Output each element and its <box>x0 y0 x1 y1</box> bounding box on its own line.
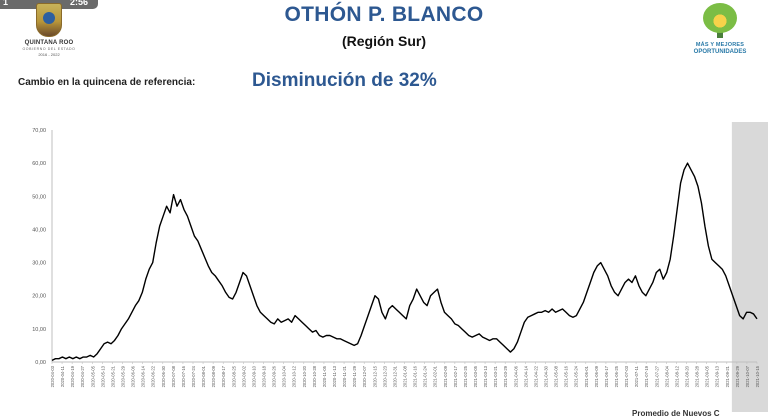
x-tick-label: 2021-07-27 <box>654 365 659 387</box>
x-tick-label: 2020-08-17 <box>221 365 226 387</box>
x-tick-label: 2020-09-02 <box>241 365 246 387</box>
x-tick-label: 2020-07-08 <box>171 365 176 387</box>
logo-state-name: QUINTANA ROO <box>24 40 74 46</box>
x-tick-label: 2020-09-18 <box>262 365 267 387</box>
x-tick-label: 2020-10-04 <box>282 365 287 387</box>
brand-line-1: MÁS Y MEJORES <box>695 42 745 48</box>
video-overlay-left-text: 1 <box>3 0 9 7</box>
x-tick-label: 2020-11-21 <box>342 365 347 387</box>
x-tick-label: 2021-03-21 <box>493 365 498 387</box>
y-tick-label: 40,00 <box>32 227 46 233</box>
x-tick-label: 2021-02-01 <box>433 365 438 387</box>
x-tick-label: 2020-04-03 <box>50 365 55 387</box>
x-tick-label: 2021-02-25 <box>463 365 468 387</box>
y-tick-label: 30,00 <box>32 261 46 267</box>
x-tick-label: 2020-05-29 <box>121 365 126 387</box>
logo-years: 2016 - 2022 <box>38 52 60 57</box>
y-tick-label: 20,00 <box>32 294 46 300</box>
x-tick-label: 2020-12-31 <box>392 365 397 387</box>
x-tick-label: 2021-02-09 <box>443 365 448 387</box>
x-tick-label: 2020-06-22 <box>151 365 156 387</box>
x-tick-label: 2020-11-05 <box>322 365 327 387</box>
x-tick-label: 2021-06-25 <box>614 365 619 387</box>
x-tick-label: 2020-10-20 <box>302 365 307 387</box>
x-tick-label: 2020-10-28 <box>312 365 317 387</box>
x-tick-label: 2021-01-24 <box>423 365 428 387</box>
x-tick-label: 2020-08-09 <box>211 365 216 387</box>
x-tick-label: 2020-09-10 <box>251 365 256 387</box>
x-tick-label: 2021-06-17 <box>604 365 609 387</box>
video-overlay-time: 2:56 <box>70 0 89 7</box>
x-tick-label: 2020-07-16 <box>181 365 186 387</box>
x-tick-label: 2020-11-29 <box>352 365 357 387</box>
x-tick-label: 2021-03-13 <box>483 365 488 387</box>
x-tick-label: 2021-04-06 <box>513 365 518 387</box>
x-tick-label: 2021-08-28 <box>695 365 700 387</box>
y-tick-label: 60,00 <box>32 161 46 167</box>
x-tick-label: 2021-05-08 <box>554 365 559 387</box>
x-tick-label: 2020-09-26 <box>272 365 277 387</box>
x-tick-label: 2021-09-29 <box>735 365 740 387</box>
x-tick-label: 2021-03-29 <box>503 365 508 387</box>
page-title: OTHÓN P. BLANCO <box>284 3 484 26</box>
x-tick-label: 2021-04-14 <box>523 365 528 387</box>
logo-tagline: GOBIERNO DEL ESTADO <box>22 47 76 51</box>
cases-line-chart: 0,00 10,00 20,00 30,00 40,00 50,00 60,00 70,00 2… <box>32 122 768 412</box>
y-tick-label: 50,00 <box>32 194 46 200</box>
x-tick-label: 2021-08-20 <box>685 365 690 387</box>
x-tick-label: 2021-01-08 <box>403 365 408 387</box>
highlight-region <box>731 122 768 412</box>
x-tick-label: 2021-05-16 <box>564 365 569 387</box>
y-tick-label: 70,00 <box>32 128 46 134</box>
x-tick-label: 2020-04-11 <box>60 365 65 387</box>
change-label: Cambio en la quincena de referencia: <box>18 77 196 88</box>
x-tick-label: 2020-04-27 <box>80 365 85 387</box>
x-tick-label: 2021-07-03 <box>624 365 629 387</box>
x-tick-label: 2020-05-13 <box>100 365 105 387</box>
x-tick-label: 2021-09-21 <box>725 365 730 387</box>
x-tick-label: 2021-10-15 <box>755 365 760 387</box>
x-tick-label: 2020-11-13 <box>332 365 337 387</box>
x-tick-label: 2021-03-05 <box>473 365 478 387</box>
x-tick-label: 2020-07-24 <box>191 365 196 387</box>
x-tick-label: 2021-07-11 <box>634 365 639 387</box>
x-tick-label: 2020-06-30 <box>161 365 166 387</box>
x-tick-label: 2020-08-01 <box>201 365 206 387</box>
x-tick-label: 2020-06-06 <box>131 365 136 387</box>
x-tick-label: 2021-04-30 <box>544 365 549 387</box>
oportunidades-logo: MÁS Y MEJORES OPORTUNIDADES <box>686 3 754 61</box>
x-tick-label: 2021-08-12 <box>674 365 679 387</box>
change-value: Disminución de 32% <box>252 70 437 91</box>
brand-line-2: OPORTUNIDADES <box>693 49 747 55</box>
x-tick-label: 2021-01-16 <box>413 365 418 387</box>
x-tick-label: 2020-08-25 <box>231 365 236 387</box>
x-tick-label: 2021-08-04 <box>664 365 669 387</box>
x-tick-label: 2021-02-17 <box>453 365 458 387</box>
x-tick-label: 2020-10-12 <box>292 365 297 387</box>
tree-icon <box>703 3 737 33</box>
x-tick-label: 2021-06-01 <box>584 365 589 387</box>
quintana-roo-logo: QUINTANA ROO GOBIERNO DEL ESTADO 2016 - … <box>21 3 77 59</box>
x-tick-label: 2020-04-19 <box>70 365 75 387</box>
x-tick-label: 2020-05-21 <box>110 365 115 387</box>
x-tick-label: 2021-09-05 <box>705 365 710 387</box>
x-tick-label: 2020-06-14 <box>141 365 146 387</box>
x-tick-label: 2020-05-05 <box>90 365 95 387</box>
x-tick-label: 2021-04-22 <box>533 365 538 387</box>
y-tick-label: 10,00 <box>32 327 46 333</box>
x-tick-label: 2020-12-07 <box>362 365 367 387</box>
y-tick-label: 0,00 <box>35 360 46 366</box>
x-tick-label: 2021-10-07 <box>745 365 750 387</box>
x-tick-label: 2021-05-24 <box>574 365 579 387</box>
x-tick-label: 2021-07-19 <box>644 365 649 387</box>
coat-of-arms-icon <box>36 3 62 37</box>
x-tick-label: 2020-12-15 <box>372 365 377 387</box>
x-tick-label: 2021-06-09 <box>594 365 599 387</box>
x-tick-label: 2020-12-23 <box>382 365 387 387</box>
x-tick-label: 2021-09-13 <box>715 365 720 387</box>
page-subtitle: (Región Sur) <box>342 33 426 49</box>
chart-caption: Promedio de Nuevos C <box>632 409 720 418</box>
series-line <box>51 162 758 361</box>
